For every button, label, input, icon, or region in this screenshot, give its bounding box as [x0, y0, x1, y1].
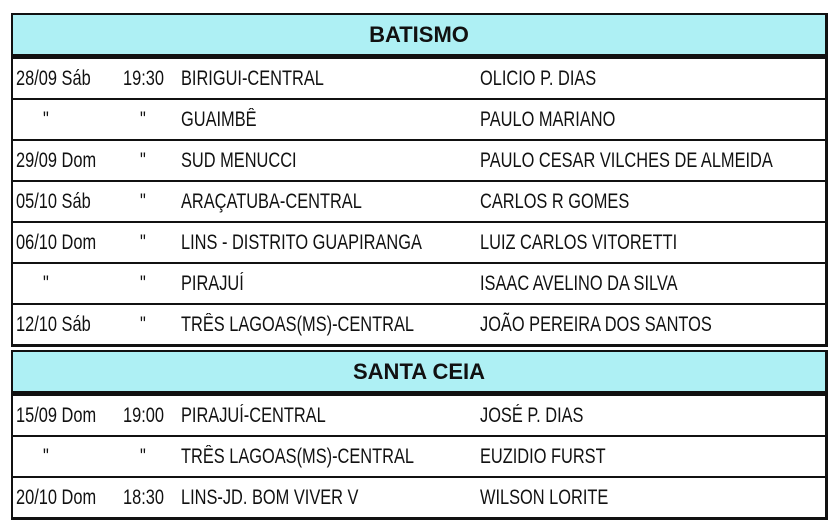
time-cell: "	[140, 231, 146, 254]
place-cell: BIRIGUI-CENTRAL	[181, 67, 324, 90]
place-cell: TRÊS LAGOAS(MS)-CENTRAL	[181, 445, 415, 468]
table-row: 29/09 Dom " SUD MENUCCI PAULO CESAR VILC…	[13, 139, 825, 180]
place-cell: GUAIMBÊ	[181, 108, 257, 131]
table-row: 28/09 Sáb 19:30 BIRIGUI-CENTRAL OLICIO P…	[13, 57, 825, 98]
name-cell: LUIZ CARLOS VITORETTI	[480, 231, 678, 254]
table-row: 15/09 Dom 19:00 PIRAJUÍ-CENTRAL JOSÉ P. …	[13, 394, 825, 435]
time-cell: "	[140, 108, 146, 131]
place-cell: LINS - DISTRITO GUAPIRANGA	[181, 231, 422, 254]
time-cell: 19:00	[123, 404, 164, 427]
date-cell: 20/10 Dom	[16, 486, 97, 509]
place-cell: PIRAJUÍ	[181, 272, 244, 295]
time-cell: "	[140, 313, 146, 336]
table-row: " " TRÊS LAGOAS(MS)-CENTRAL EUZIDIO FURS…	[13, 435, 825, 476]
table-row: 05/10 Sáb " ARAÇATUBA-CENTRAL CARLOS R G…	[13, 180, 825, 221]
time-cell: "	[140, 149, 146, 172]
date-cell: 05/10 Sáb	[16, 190, 91, 213]
name-cell: JOSÉ P. DIAS	[480, 404, 584, 427]
date-cell: 12/10 Sáb	[16, 313, 91, 336]
table-row: " " PIRAJUÍ ISAAC AVELINO DA SILVA	[13, 262, 825, 303]
name-cell: CARLOS R GOMES	[480, 190, 630, 213]
time-cell: 18:30	[123, 486, 164, 509]
date-cell: "	[43, 108, 49, 131]
date-cell: 29/09 Dom	[16, 149, 97, 172]
table-row: 20/10 Dom 18:30 LINS-JD. BOM VIVER V WIL…	[13, 476, 825, 517]
name-cell: OLICIO P. DIAS	[480, 67, 597, 90]
table-row: 06/10 Dom " LINS - DISTRITO GUAPIRANGA L…	[13, 221, 825, 262]
time-cell: 19:30	[123, 67, 164, 90]
place-cell: SUD MENUCCI	[181, 149, 297, 172]
place-cell: PIRAJUÍ-CENTRAL	[181, 404, 326, 427]
section-title: SANTA CEIA	[13, 352, 825, 394]
name-cell: EUZIDIO FURST	[480, 445, 606, 468]
date-cell: 06/10 Dom	[16, 231, 97, 254]
name-cell: JOÃO PEREIRA DOS SANTOS	[480, 313, 712, 336]
date-cell: "	[43, 272, 49, 295]
place-cell: ARAÇATUBA-CENTRAL	[181, 190, 362, 213]
place-cell: TRÊS LAGOAS(MS)-CENTRAL	[181, 313, 415, 336]
place-cell: LINS-JD. BOM VIVER V	[181, 486, 359, 509]
date-cell: "	[43, 445, 49, 468]
date-cell: 15/09 Dom	[16, 404, 97, 427]
section-title: BATISMO	[13, 15, 825, 57]
date-cell: 28/09 Sáb	[16, 67, 91, 90]
name-cell: PAULO MARIANO	[480, 108, 616, 131]
batismo-table: BATISMO 28/09 Sáb 19:30 BIRIGUI-CENTRAL …	[11, 13, 828, 347]
name-cell: PAULO CESAR VILCHES DE ALMEIDA	[480, 149, 773, 172]
table-row: 12/10 Sáb " TRÊS LAGOAS(MS)-CENTRAL JOÃO…	[13, 303, 825, 344]
name-cell: ISAAC AVELINO DA SILVA	[480, 272, 678, 295]
table-row: " " GUAIMBÊ PAULO MARIANO	[13, 98, 825, 139]
time-cell: "	[140, 445, 146, 468]
time-cell: "	[140, 272, 146, 295]
santa-ceia-table: SANTA CEIA 15/09 Dom 19:00 PIRAJUÍ-CENTR…	[11, 350, 828, 520]
time-cell: "	[140, 190, 146, 213]
name-cell: WILSON LORITE	[480, 486, 609, 509]
